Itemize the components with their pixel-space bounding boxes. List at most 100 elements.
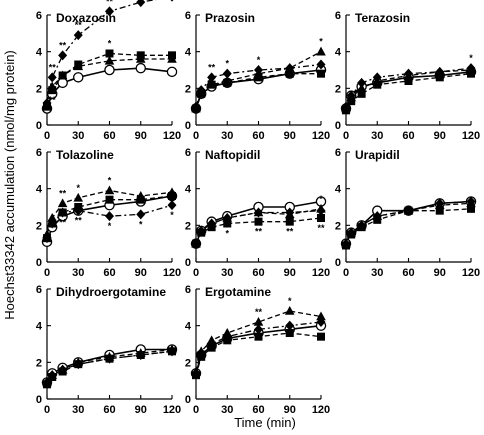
y-tick-label: 4 (36, 47, 43, 59)
y-tick-label: 4 (335, 47, 342, 59)
point-triangle (222, 76, 233, 85)
significance-mark: * (108, 221, 112, 231)
x-tick-label: 60 (103, 267, 115, 279)
point-triangle (73, 192, 84, 202)
point-square (105, 195, 114, 204)
point-circle-open (135, 62, 146, 74)
x-tick-label: 120 (312, 404, 330, 416)
point-diamond (58, 50, 68, 61)
x-tick-label: 60 (103, 130, 115, 142)
point-square (105, 49, 114, 58)
point-triangle (57, 198, 68, 208)
point-diamond (191, 368, 201, 379)
x-tick-label: 90 (284, 404, 296, 416)
point-diamond (346, 227, 356, 238)
y-tick-label: 6 (335, 10, 341, 22)
point-diamond (404, 205, 413, 216)
y-tick-label: 6 (185, 147, 191, 159)
point-diamond (167, 200, 177, 211)
point-diamond (285, 207, 295, 218)
significance-mark: ** (75, 216, 83, 226)
significance-mark: ** (255, 307, 263, 317)
x-tick-label: 120 (462, 267, 480, 279)
panel-title: Terazosin (355, 11, 410, 25)
x-tick-label: 120 (163, 130, 181, 142)
y-tick-label: 0 (36, 394, 42, 406)
y-tick-label: 2 (36, 357, 42, 369)
point-triangle (47, 213, 58, 222)
x-tick-label: 30 (221, 267, 233, 279)
point-diamond (196, 225, 206, 236)
significance-mark: * (139, 219, 143, 229)
point-diamond (207, 339, 217, 349)
point-diamond (222, 68, 232, 79)
panel-title: Tolazoline (56, 148, 114, 162)
point-triangle (104, 55, 115, 65)
significance-mark: ** (49, 62, 57, 72)
point-triangle (316, 46, 326, 56)
x-tick-label: 0 (193, 404, 199, 416)
x-tick-label: 90 (434, 130, 446, 142)
x-tick-label: 90 (434, 267, 446, 279)
point-circle-open (57, 77, 68, 89)
y-tick-label: 4 (185, 321, 192, 333)
y-tick-label: 6 (36, 147, 42, 159)
point-square (435, 73, 444, 82)
significance-mark: ** (59, 40, 67, 50)
point-diamond (191, 238, 201, 249)
point-square (285, 329, 294, 337)
point-square (404, 77, 413, 85)
point-diamond (73, 30, 83, 41)
panel-title: Prazosin (205, 11, 255, 25)
y-tick-label: 0 (185, 394, 191, 406)
x-tick-label: 120 (312, 267, 330, 279)
point-diamond (466, 196, 476, 207)
significance-mark: * (225, 59, 229, 69)
point-square (254, 217, 263, 226)
panel-title: Naftopidil (205, 148, 260, 162)
x-tick-label: 60 (252, 267, 264, 279)
x-tick-label: 0 (44, 130, 50, 142)
x-tick-label: 30 (221, 130, 233, 142)
y-tick-label: 2 (36, 83, 42, 95)
point-diamond (404, 68, 413, 79)
point-diamond (341, 101, 351, 112)
point-diamond (167, 346, 177, 357)
point-diamond (136, 209, 146, 220)
point-triangle (284, 306, 295, 315)
significance-mark: ** (59, 188, 67, 198)
y-axis-label: Hoechst33342 accumulation (nmol/mg prote… (2, 50, 17, 320)
point-triangle (135, 54, 146, 63)
point-square (435, 206, 444, 215)
y-tick-label: 6 (185, 284, 191, 296)
panel-title: Urapidil (355, 148, 400, 162)
x-tick-label: 0 (343, 130, 349, 142)
significance-mark: * (319, 37, 323, 47)
x-tick-label: 120 (163, 267, 181, 279)
point-triangle (104, 185, 115, 195)
point-diamond (357, 77, 367, 88)
significance-mark: ** (255, 227, 263, 237)
significance-mark: * (469, 53, 473, 63)
point-diamond (47, 72, 57, 83)
x-tick-label: 30 (371, 130, 383, 142)
x-tick-label: 60 (103, 404, 115, 416)
point-diamond (58, 364, 68, 375)
y-tick-label: 0 (36, 257, 42, 269)
significance-mark: * (108, 176, 112, 186)
y-tick-label: 2 (185, 83, 191, 95)
point-diamond (357, 220, 367, 231)
point-diamond (254, 324, 263, 335)
point-diamond (316, 59, 326, 70)
x-tick-label: 0 (44, 267, 50, 279)
point-diamond (47, 370, 57, 381)
point-diamond (372, 72, 382, 83)
point-square (317, 69, 325, 78)
point-diamond (136, 0, 146, 8)
y-tick-label: 0 (335, 120, 341, 132)
significance-mark: ** (49, 95, 57, 105)
